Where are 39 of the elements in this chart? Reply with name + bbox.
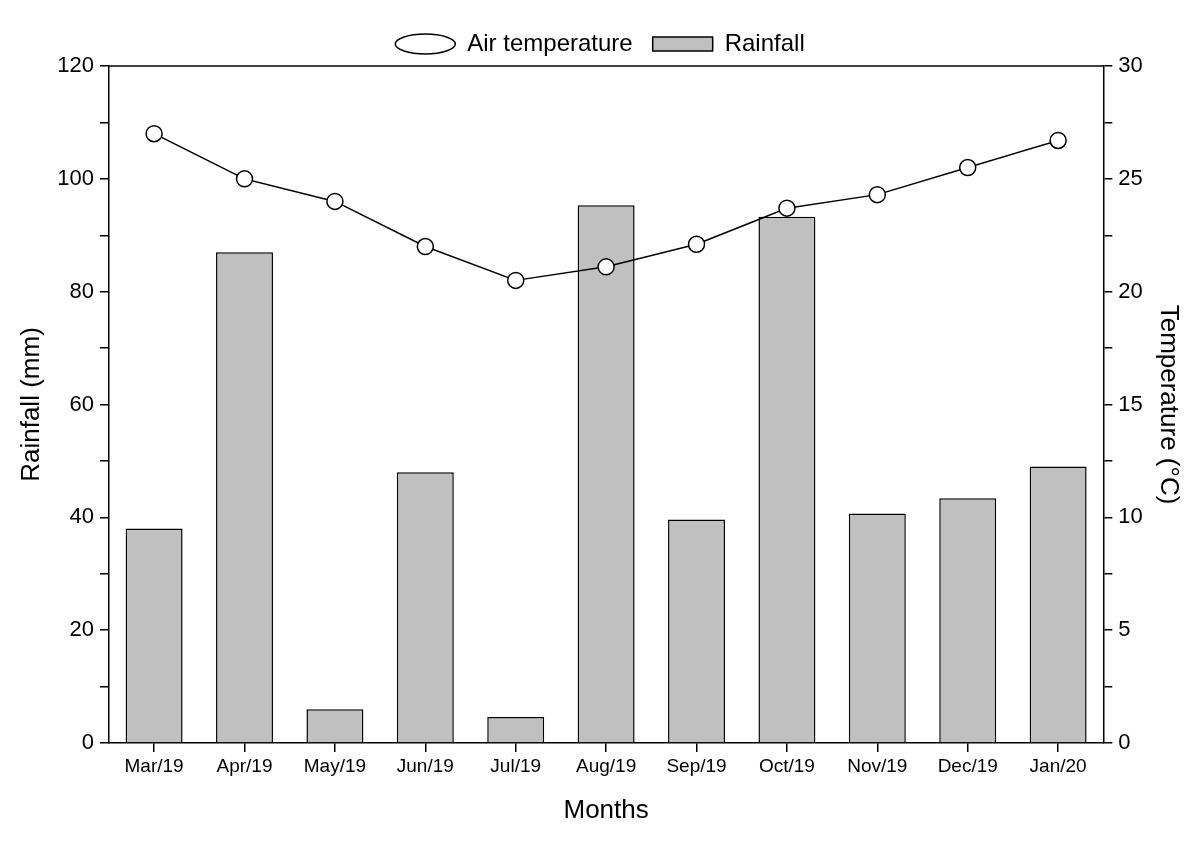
- legend-label: Air temperature: [467, 28, 633, 56]
- y-axis-title: Rainfall (mm): [14, 327, 45, 482]
- x-tick-label: Mar/19: [124, 754, 184, 776]
- y-tick-label: 60: [69, 390, 94, 416]
- y-tick-label: 40: [69, 503, 94, 529]
- y-tick-label: 20: [69, 616, 94, 642]
- x-tick-label: Jan/20: [1029, 754, 1087, 776]
- y2-tick-label: 15: [1118, 390, 1143, 416]
- y-tick-label: 0: [81, 729, 94, 755]
- y2-tick-label: 20: [1118, 277, 1143, 303]
- point: [506, 271, 525, 290]
- x-tick-label: Nov/19: [847, 754, 908, 776]
- x-tick-label: Sep/19: [666, 754, 727, 776]
- y2-axis-title: Temperature (°C): [1155, 304, 1186, 505]
- y-tick-label: 120: [57, 52, 94, 78]
- point: [687, 235, 706, 254]
- x-tick-label: Aug/19: [576, 754, 637, 776]
- legend-label: Rainfall: [724, 28, 805, 56]
- y2-tick-label: 30: [1118, 52, 1143, 78]
- y2-tick-label: 5: [1118, 616, 1131, 642]
- y-tick-label: 100: [57, 164, 94, 190]
- point: [597, 258, 615, 276]
- point: [958, 158, 977, 177]
- x-tick-label: Jul/19: [490, 754, 542, 776]
- point: [868, 185, 887, 204]
- x-tick-label: Dec/19: [937, 754, 998, 776]
- x-tick-label: May/19: [303, 754, 367, 776]
- y2-tick-label: 10: [1118, 503, 1143, 529]
- point: [416, 237, 435, 256]
- y2-tick-label: 25: [1118, 164, 1143, 190]
- point: [235, 170, 254, 188]
- x-tick-label: Jun/19: [396, 754, 454, 776]
- point: [778, 199, 796, 217]
- x-axis-title: Months: [563, 793, 649, 824]
- x-tick-label: Apr/19: [216, 754, 273, 776]
- y-tick-label: 80: [69, 277, 94, 303]
- point: [326, 192, 344, 211]
- y2-tick-label: 0: [1118, 729, 1131, 755]
- x-tick-label: Oct/19: [758, 754, 815, 776]
